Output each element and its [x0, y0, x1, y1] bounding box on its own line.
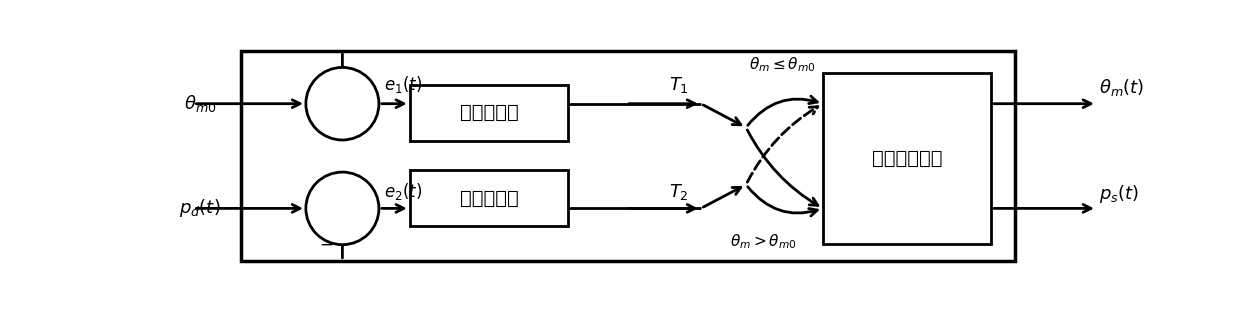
Text: $\theta_m(t)$: $\theta_m(t)$ — [1099, 77, 1145, 98]
Text: $\theta_m \leq \theta_{m0}$: $\theta_m \leq \theta_{m0}$ — [749, 55, 816, 74]
FancyArrowPatch shape — [748, 107, 818, 182]
Bar — [242, 51, 1016, 261]
Text: 位置控制器: 位置控制器 — [460, 103, 518, 122]
Text: $T_1$: $T_1$ — [670, 75, 689, 95]
FancyArrowPatch shape — [748, 96, 817, 125]
Text: $\theta_m > \theta_{m0}$: $\theta_m > \theta_{m0}$ — [729, 232, 796, 251]
Bar — [409, 85, 568, 141]
Ellipse shape — [306, 67, 379, 140]
Text: $T_2$: $T_2$ — [670, 182, 689, 202]
Text: 压力控制器: 压力控制器 — [460, 189, 518, 208]
Text: $p_d(t)$: $p_d(t)$ — [179, 197, 221, 219]
FancyArrowPatch shape — [748, 130, 818, 205]
Bar — [409, 170, 568, 226]
Text: 电液制动系统: 电液制动系统 — [872, 149, 942, 168]
Text: $-$: $-$ — [319, 235, 334, 252]
Text: $p_s(t)$: $p_s(t)$ — [1099, 183, 1138, 205]
FancyArrowPatch shape — [748, 187, 817, 216]
Text: $e_1(t)$: $e_1(t)$ — [383, 74, 422, 95]
Text: $-$: $-$ — [319, 63, 334, 81]
Ellipse shape — [306, 172, 379, 245]
Text: $e_2(t)$: $e_2(t)$ — [383, 181, 422, 202]
Text: $\theta_{m0}$: $\theta_{m0}$ — [184, 93, 216, 114]
Bar — [823, 73, 991, 244]
